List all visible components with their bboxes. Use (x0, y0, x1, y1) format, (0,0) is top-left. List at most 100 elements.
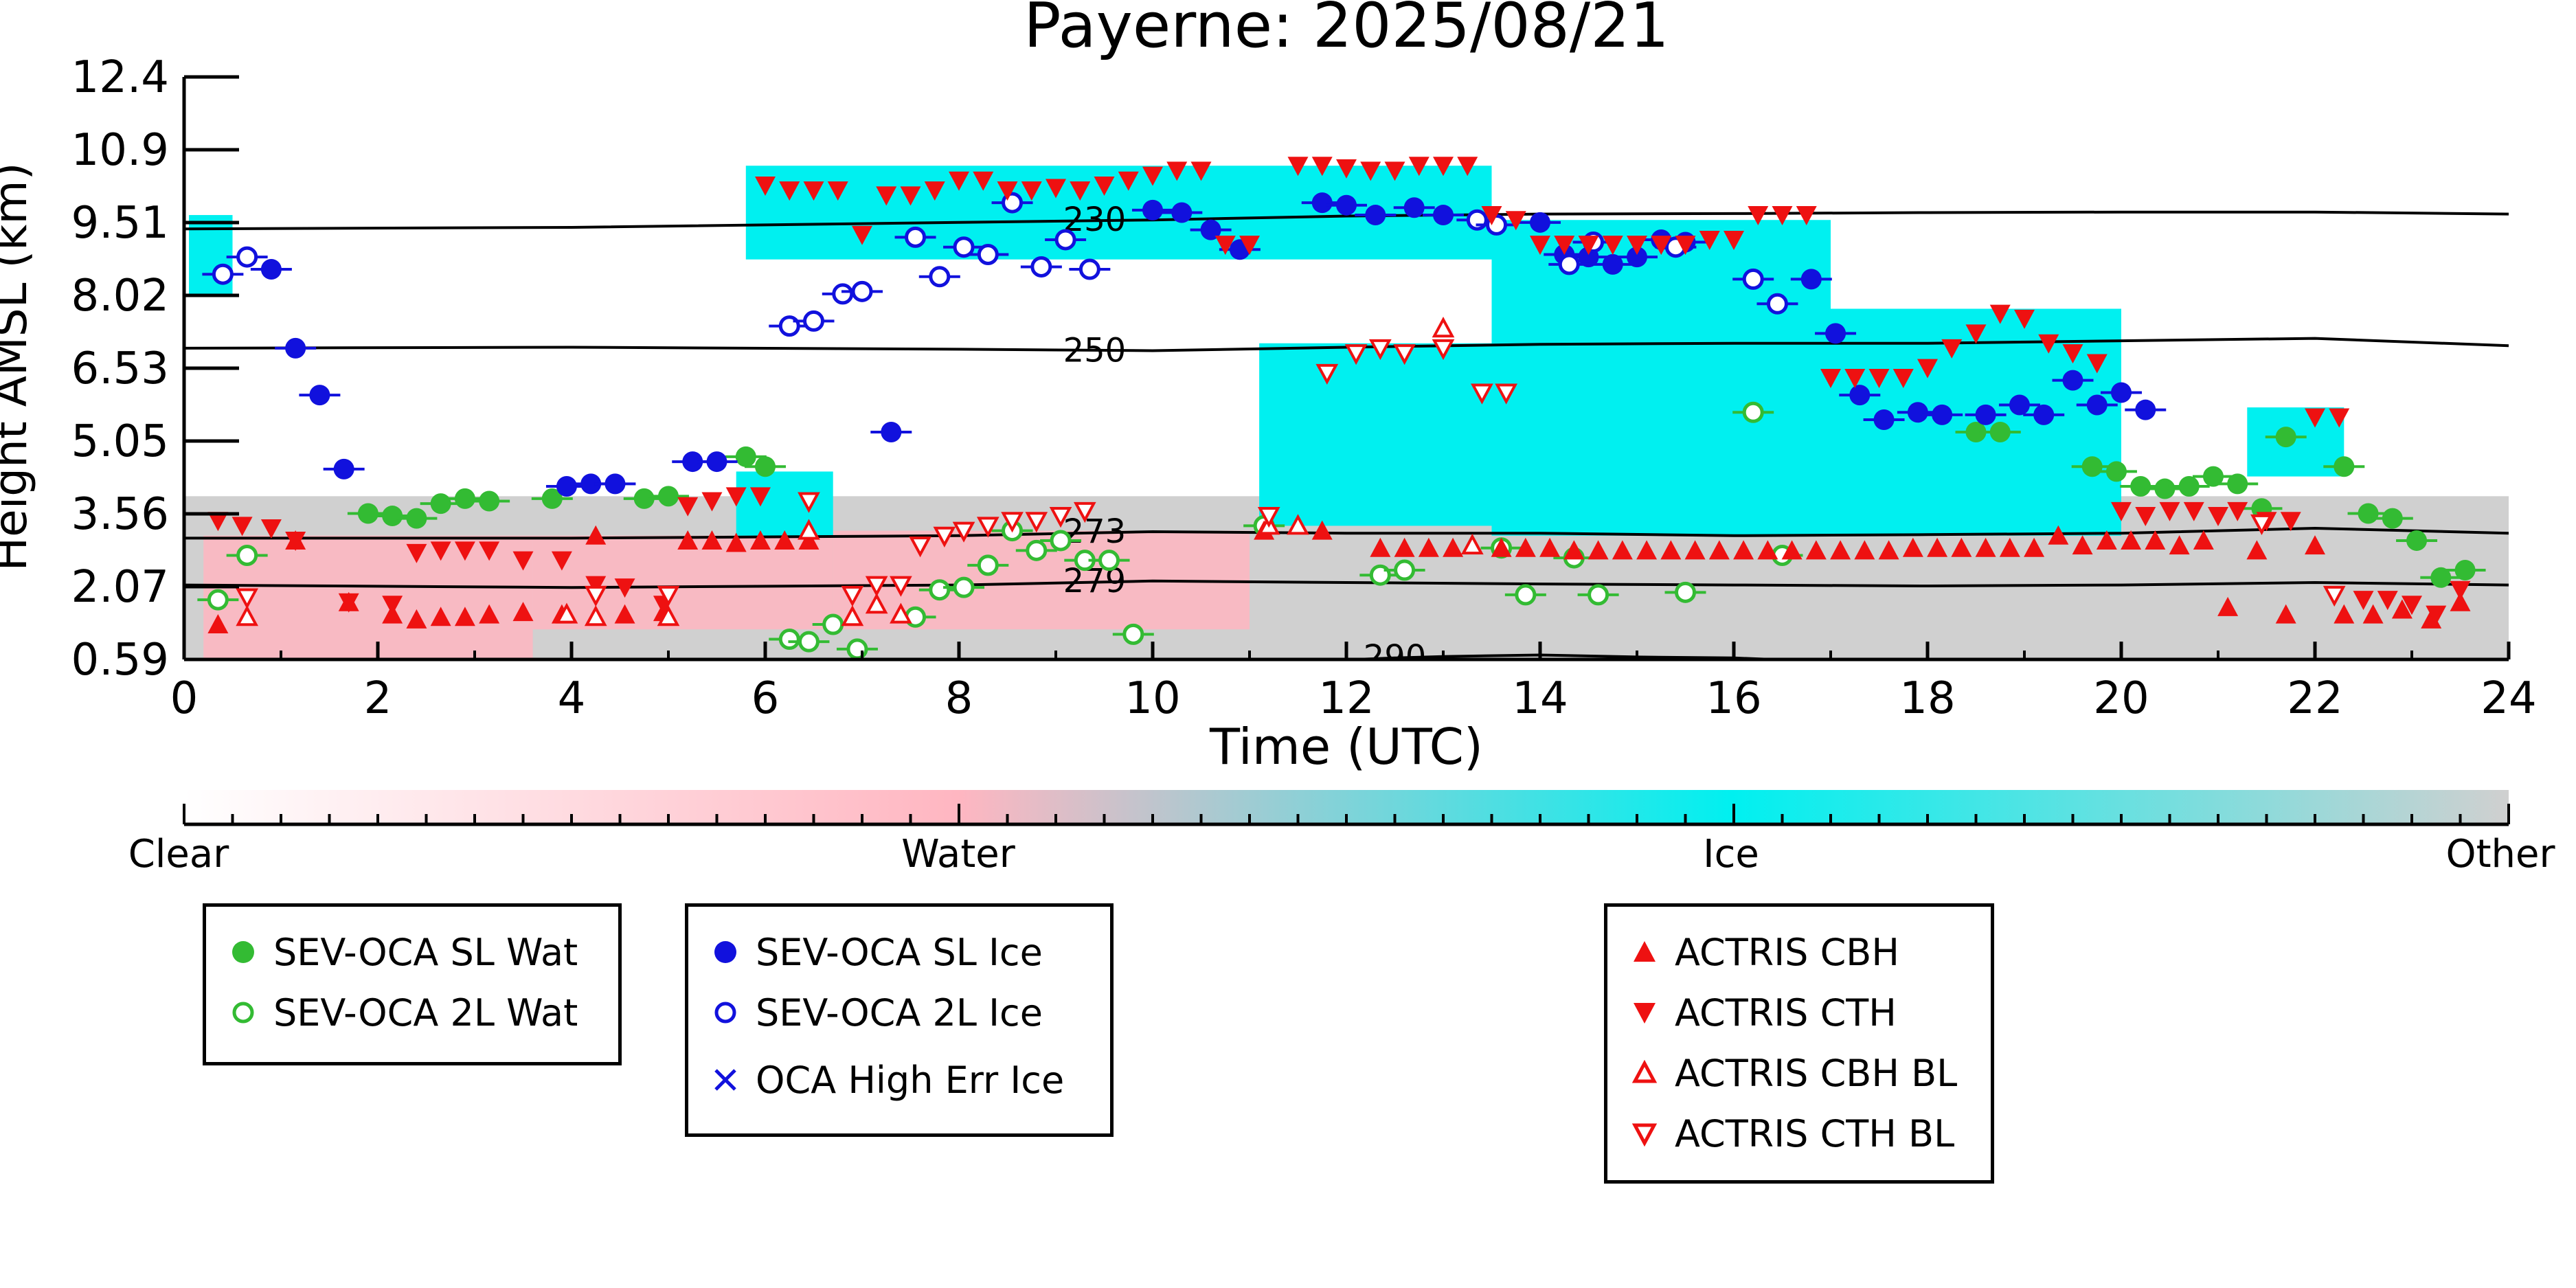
data-point (876, 186, 897, 206)
data-point (2454, 560, 2476, 581)
data-point (2217, 596, 2239, 616)
legend-label: SEV-OCA SL Wat (273, 930, 578, 974)
legend-item-cbh-bl: ACTRIS CBH BL (1628, 1051, 1958, 1095)
data-point (1287, 157, 1309, 177)
data-point (1902, 537, 1923, 557)
x-tick-label: 6 (752, 673, 780, 724)
data-point (677, 530, 699, 550)
data-point (798, 519, 820, 540)
data-point (2406, 530, 2428, 551)
series-marks (197, 157, 2486, 659)
x-axis-label: Time (UTC) (1209, 718, 1483, 776)
y-tick-label: 9.51 (71, 198, 170, 249)
data-point (803, 310, 824, 332)
data-point (614, 578, 635, 598)
triangle-up-icon (1634, 941, 1656, 962)
data-point (207, 589, 229, 611)
data-point (2135, 399, 2156, 420)
y-axis-label: Height AMSL (km) (0, 163, 37, 572)
data-point (1025, 512, 1048, 533)
open-triangle-down-icon (1631, 1123, 1658, 1147)
data-point (1539, 537, 1561, 557)
data-point (949, 171, 969, 191)
data-point (1805, 540, 1827, 560)
y-tick-label: 8.02 (71, 271, 170, 321)
data-point (260, 519, 282, 539)
x-mark-icon (714, 1069, 736, 1091)
data-point (1742, 401, 1764, 423)
data-point (479, 490, 500, 512)
data-point (2178, 475, 2200, 497)
x-tick-label: 16 (1706, 673, 1761, 724)
data-point (2334, 456, 2355, 477)
data-point (2086, 354, 2108, 374)
data-point (725, 487, 747, 507)
series-actris-cbh (207, 520, 2471, 634)
triangle-down-icon (1634, 1003, 1656, 1024)
data-point (1951, 537, 1972, 557)
data-point (430, 607, 451, 626)
data-point (2329, 408, 2350, 428)
data-point (2450, 580, 2471, 600)
data-point (1800, 269, 1822, 290)
data-point (2275, 604, 2296, 624)
data-point (2009, 394, 2030, 416)
colorbar-label-clear: Clear (128, 832, 229, 877)
data-point (755, 176, 776, 196)
data-point (585, 525, 607, 545)
data-point (1530, 212, 1550, 233)
data-point (2169, 535, 2190, 555)
y-tick-label: 3.56 (71, 489, 170, 540)
data-point (1257, 507, 1280, 528)
data-point (1515, 537, 1536, 557)
data-point (1515, 584, 1537, 606)
data-point (207, 614, 229, 634)
data-point (2275, 427, 2296, 448)
data-point (2377, 591, 2398, 611)
legend-label: ACTRIS CTH BL (1675, 1111, 1955, 1155)
data-point (1854, 540, 1875, 560)
data-point (1554, 236, 1575, 256)
data-point (1772, 206, 1793, 226)
data-point (1046, 179, 1066, 199)
data-point (1820, 369, 1841, 389)
data-point (454, 607, 475, 626)
data-point (1311, 520, 1333, 540)
data-point (933, 526, 956, 547)
y-tick-label: 12.4 (71, 52, 170, 103)
data-point (749, 530, 771, 550)
data-point (1941, 339, 1963, 359)
data-point (2450, 591, 2471, 611)
data-point (2096, 530, 2117, 550)
data-point (1907, 402, 1928, 423)
data-point (977, 243, 999, 265)
data-point (1999, 537, 2020, 557)
data-point (976, 517, 999, 538)
legend-item-sl-ice: SEV-OCA SL Ice (709, 930, 1043, 974)
data-point (953, 576, 975, 598)
data-point (1336, 194, 1357, 216)
data-point (822, 613, 844, 635)
y-tick-label: 2.07 (71, 562, 170, 613)
colorbar-label-water: Water (901, 832, 1016, 877)
data-point (406, 543, 427, 563)
legend-label: SEV-OCA SL Ice (756, 930, 1043, 974)
data-point (851, 280, 873, 302)
colorbar-ticks (183, 804, 2510, 824)
data-point (285, 337, 306, 359)
data-point (406, 508, 427, 529)
data-point (1578, 236, 1599, 256)
data-point (2145, 530, 2166, 550)
data-point (841, 585, 864, 607)
data-point (2227, 501, 2248, 521)
data-point (2305, 408, 2325, 428)
data-point (1530, 236, 1550, 256)
data-point (1627, 236, 1647, 256)
legend-label: ACTRIS CBH BL (1675, 1051, 1958, 1095)
data-point (1457, 157, 1478, 177)
data-point (803, 181, 824, 201)
legend-item-sl-wat: SEV-OCA SL Wat (227, 930, 578, 974)
data-point (2305, 535, 2325, 555)
data-point (1315, 363, 1339, 385)
data-point (2362, 604, 2384, 624)
